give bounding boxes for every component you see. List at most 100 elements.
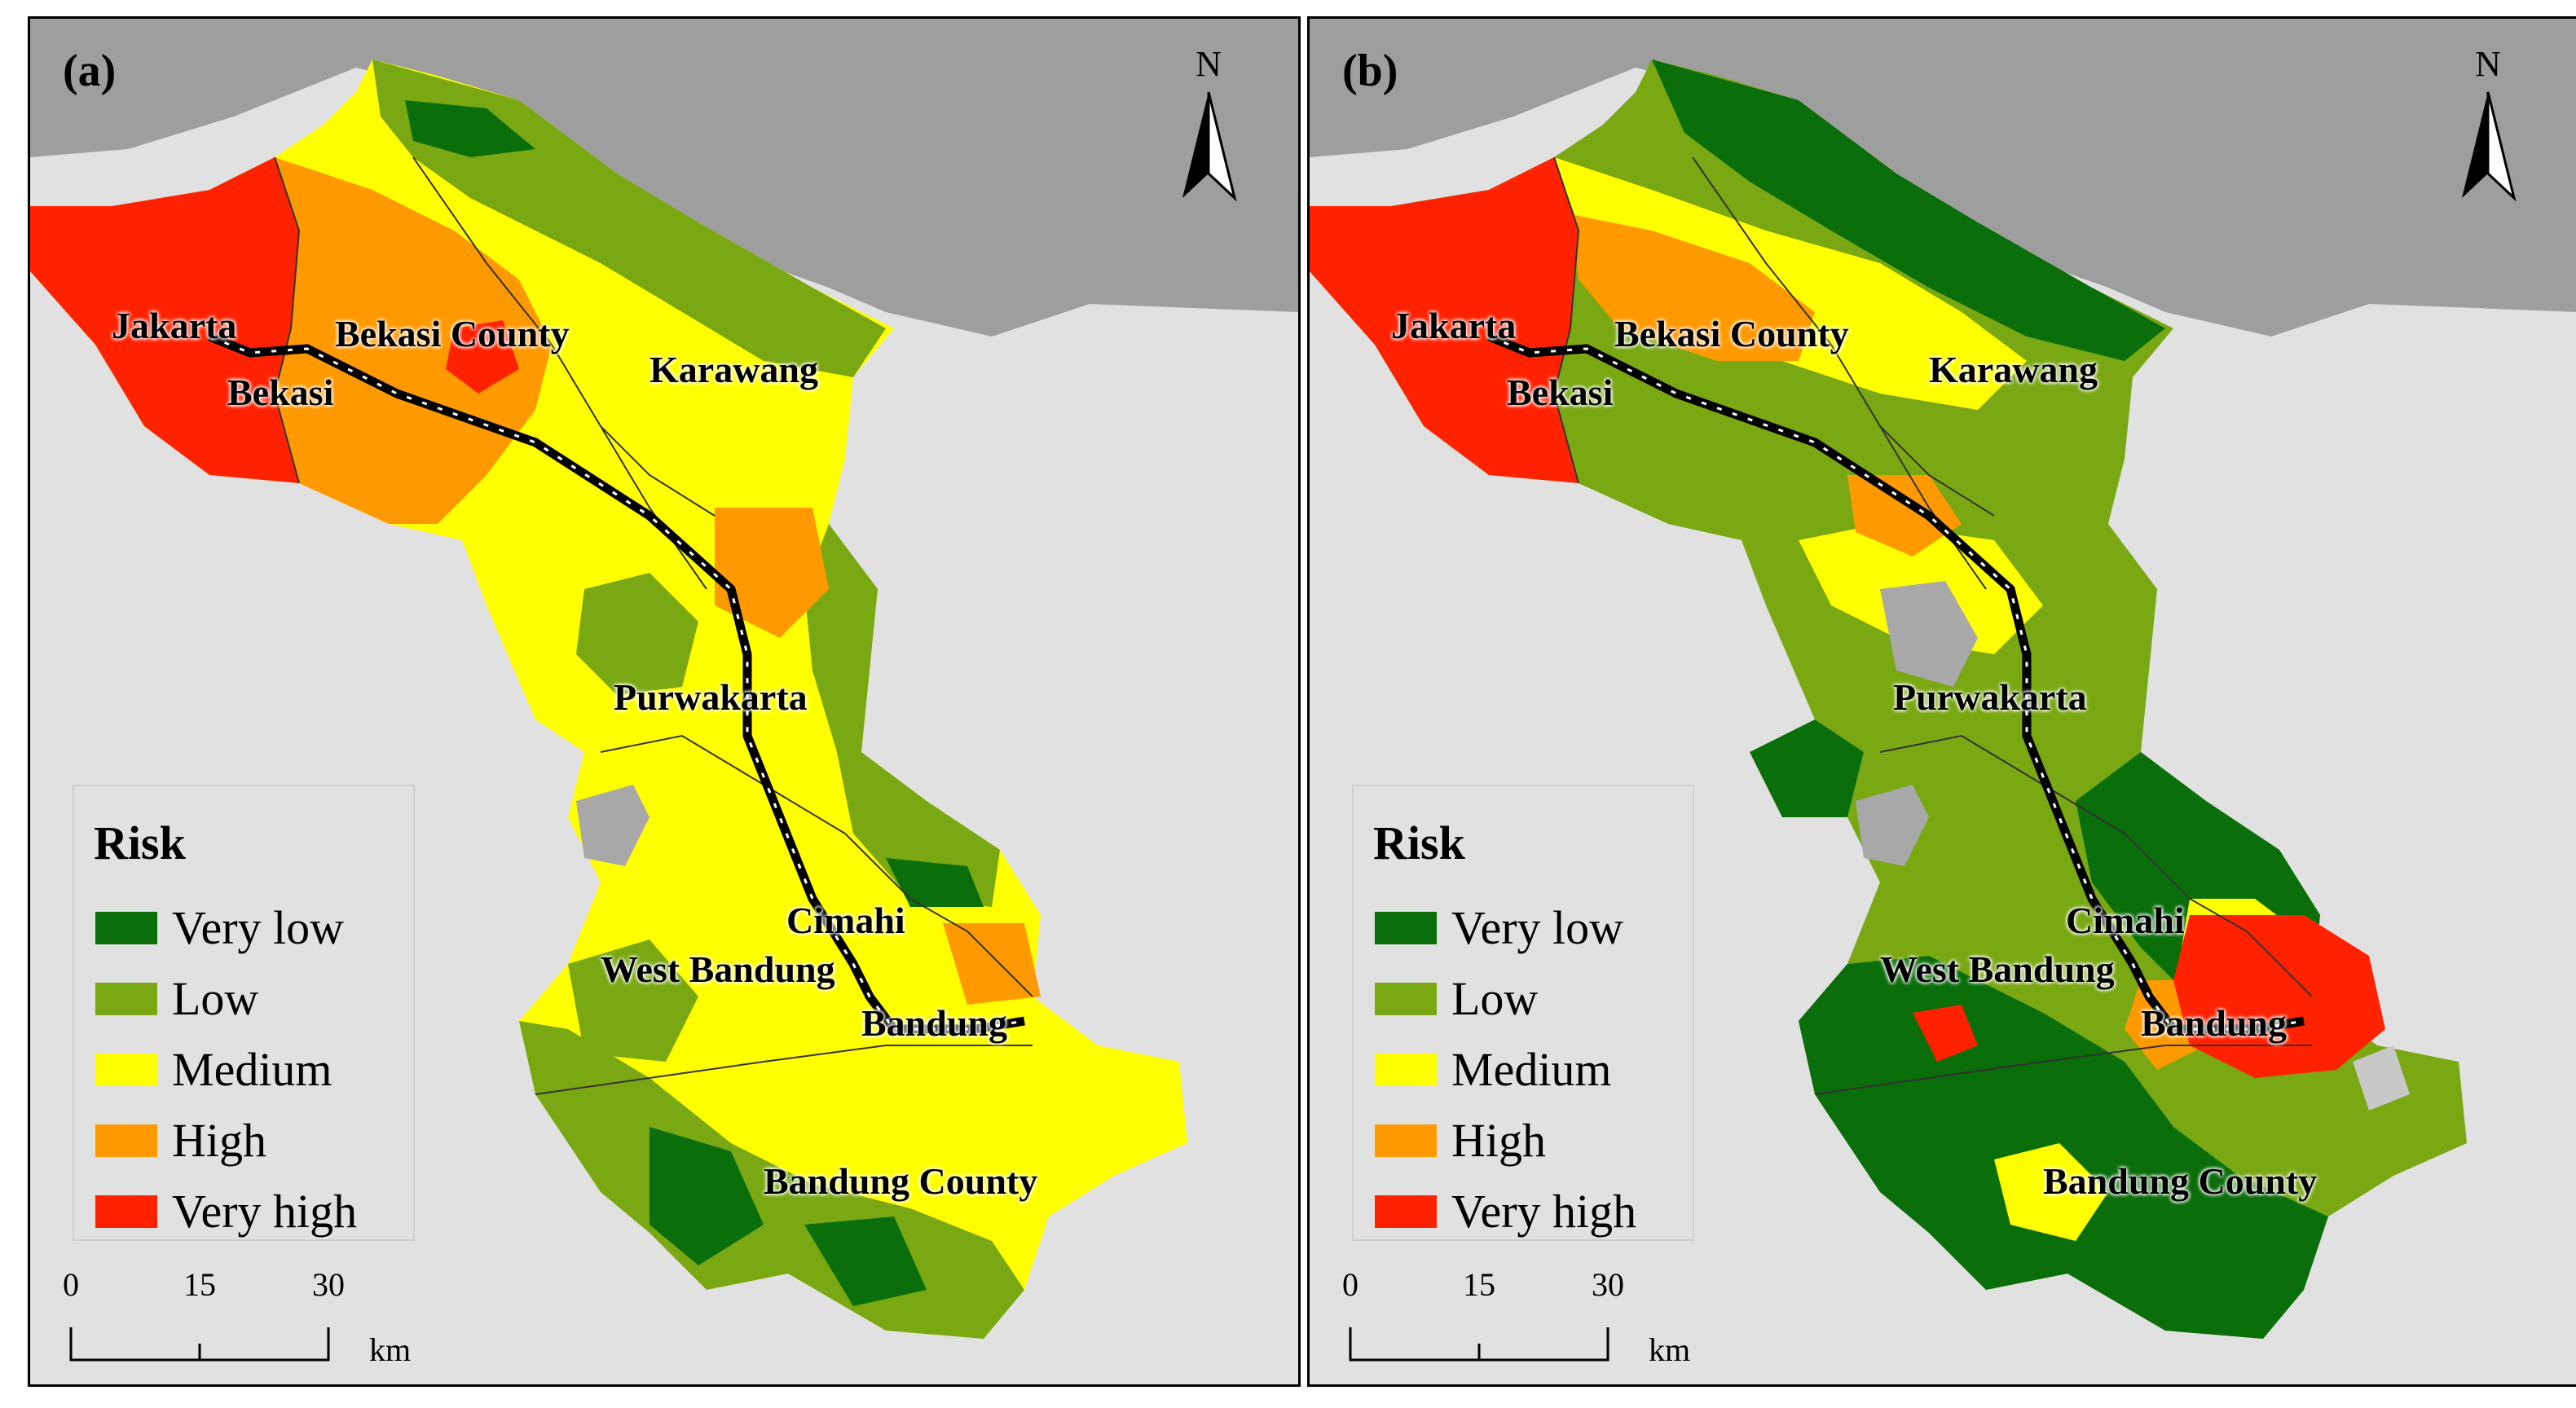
scale-tick-label: 15 bbox=[183, 1266, 216, 1303]
high-zone bbox=[943, 923, 1041, 1005]
place-label-bandung: Bandung bbox=[2141, 1002, 2288, 1044]
high-zone bbox=[275, 157, 552, 524]
place-label-bandung: Bandung bbox=[861, 1002, 1008, 1044]
north-arrow-icon bbox=[1182, 91, 1237, 202]
scale-tick-label: 15 bbox=[1463, 1266, 1495, 1303]
scale-tick-label: 0 bbox=[63, 1266, 79, 1303]
north-arrow-icon bbox=[2462, 91, 2517, 202]
place-label-bekasi-county: Bekasi County bbox=[1614, 313, 1849, 354]
reservoir bbox=[1856, 785, 1929, 866]
legend-swatch bbox=[1375, 1124, 1437, 1157]
map-canvas-b bbox=[1310, 19, 2576, 1339]
legend-item-medium: Medium bbox=[1375, 1034, 1636, 1105]
place-label-purwakarta: Purwakarta bbox=[1893, 676, 2087, 718]
legend-swatch bbox=[1375, 911, 1437, 944]
medium-zone bbox=[1554, 157, 2027, 410]
scale-tick-label: 0 bbox=[1342, 1266, 1358, 1303]
scale-bar: 0 15 30 km bbox=[63, 1265, 438, 1371]
legend-label: High bbox=[1451, 1114, 1546, 1167]
railway-dash bbox=[209, 335, 1025, 1031]
place-label-bekasi: Bekasi bbox=[1507, 372, 1614, 413]
legend-label: Very low bbox=[172, 901, 345, 954]
sea-area bbox=[30, 19, 1298, 337]
north-label: N bbox=[2475, 44, 2501, 84]
legend-swatch bbox=[95, 1124, 157, 1157]
north-arrow: N bbox=[2455, 43, 2521, 206]
legend-items: Very low Low Medium High Very high bbox=[95, 892, 357, 1247]
reservoir bbox=[576, 785, 650, 866]
place-label-west-bandung: West Bandung bbox=[1880, 948, 2115, 990]
legend-swatch bbox=[1375, 1195, 1437, 1228]
low-zone bbox=[804, 524, 1000, 907]
very-high-zone bbox=[1913, 1005, 1978, 1062]
very-high-zone bbox=[2173, 915, 2385, 1078]
high-zone bbox=[1570, 214, 1815, 361]
legend-item-low: Low bbox=[1375, 963, 1636, 1034]
high-zone bbox=[715, 508, 829, 638]
legend-item-low: Low bbox=[95, 963, 357, 1034]
legend-title: Risk bbox=[94, 816, 186, 869]
legend-swatch bbox=[95, 911, 157, 944]
place-label-purwakarta: Purwakarta bbox=[614, 676, 808, 718]
place-label-bekasi-county: Bekasi County bbox=[335, 313, 570, 354]
risk-legend: Risk Very low Low Medium High Very high bbox=[73, 785, 415, 1241]
scale-bar: 0 15 30 km bbox=[1342, 1265, 1717, 1371]
medium-zone bbox=[1994, 1143, 2108, 1241]
risk-legend: Risk Very low Low Medium High Very high bbox=[1352, 785, 1694, 1241]
place-label-bandung-county: Bandung County bbox=[764, 1160, 1038, 1202]
place-label-cimahi: Cimahi bbox=[786, 900, 905, 941]
legend-item-high: High bbox=[1375, 1105, 1636, 1176]
legend-label: Medium bbox=[1451, 1043, 1612, 1096]
place-label-cimahi: Cimahi bbox=[2066, 900, 2185, 941]
reservoir bbox=[1880, 581, 1978, 687]
legend-item-high: High bbox=[95, 1105, 357, 1176]
admin-boundaries bbox=[273, 156, 1033, 1095]
panel-label: (b) bbox=[1342, 46, 1398, 96]
scale-bar-line bbox=[69, 1327, 330, 1362]
panel-label: (a) bbox=[63, 46, 117, 96]
scale-tick-label: 30 bbox=[1592, 1266, 1624, 1303]
very-low-zone bbox=[1652, 59, 2165, 361]
place-label-jakarta: Jakarta bbox=[112, 305, 237, 346]
map-panel-b: (b) N Jakarta Bekasi Bekasi County Karaw… bbox=[1307, 16, 2576, 1387]
north-arrow: N bbox=[1176, 43, 1241, 206]
place-label-west-bandung: West Bandung bbox=[601, 948, 835, 990]
legend-title: Risk bbox=[1373, 816, 1465, 869]
legend-swatch bbox=[95, 1053, 157, 1086]
legend-item-medium: Medium bbox=[95, 1034, 357, 1105]
sea-area bbox=[1310, 19, 2576, 337]
very-high-zone bbox=[1310, 157, 1579, 483]
legend-label: Low bbox=[172, 972, 259, 1025]
very-low-zone bbox=[804, 1217, 927, 1306]
very-high-zone bbox=[30, 157, 299, 483]
legend-item-very-high: Very high bbox=[95, 1176, 357, 1247]
scale-unit-label: km bbox=[369, 1331, 412, 1368]
place-label-karawang: Karawang bbox=[650, 349, 818, 390]
very-low-zone bbox=[650, 1127, 764, 1265]
legend-label: Medium bbox=[172, 1043, 332, 1096]
place-label-karawang: Karawang bbox=[1929, 349, 2098, 390]
scale-tick-label: 30 bbox=[312, 1266, 345, 1303]
legend-item-very-low: Very low bbox=[1375, 892, 1636, 963]
high-zone bbox=[1847, 475, 1962, 557]
map-panel-a: (a) N Jakarta Bekasi Bekasi County Karaw… bbox=[28, 16, 1301, 1387]
legend-items: Very low Low Medium High Very high bbox=[1375, 892, 1636, 1247]
legend-swatch bbox=[1375, 982, 1437, 1015]
legend-label: Very low bbox=[1451, 901, 1624, 954]
very-high-zone bbox=[446, 320, 519, 394]
place-label-bandung-county: Bandung County bbox=[2043, 1160, 2318, 1202]
very-low-zone bbox=[886, 858, 984, 907]
place-label-jakarta: Jakarta bbox=[1391, 305, 1517, 346]
legend-swatch bbox=[1375, 1053, 1437, 1086]
railway-dash bbox=[1488, 335, 2305, 1031]
scale-unit-label: km bbox=[1649, 1331, 1691, 1368]
scale-bar-line bbox=[1349, 1327, 1609, 1362]
legend-label: High bbox=[172, 1114, 266, 1167]
legend-label: Very high bbox=[1451, 1185, 1637, 1238]
very-low-zone bbox=[1750, 719, 1864, 817]
legend-swatch bbox=[95, 982, 157, 1015]
legend-item-very-low: Very low bbox=[95, 892, 357, 963]
place-label-bekasi: Bekasi bbox=[227, 372, 334, 413]
admin-boundaries bbox=[1552, 156, 2313, 1095]
map-canvas-a bbox=[30, 19, 1298, 1339]
